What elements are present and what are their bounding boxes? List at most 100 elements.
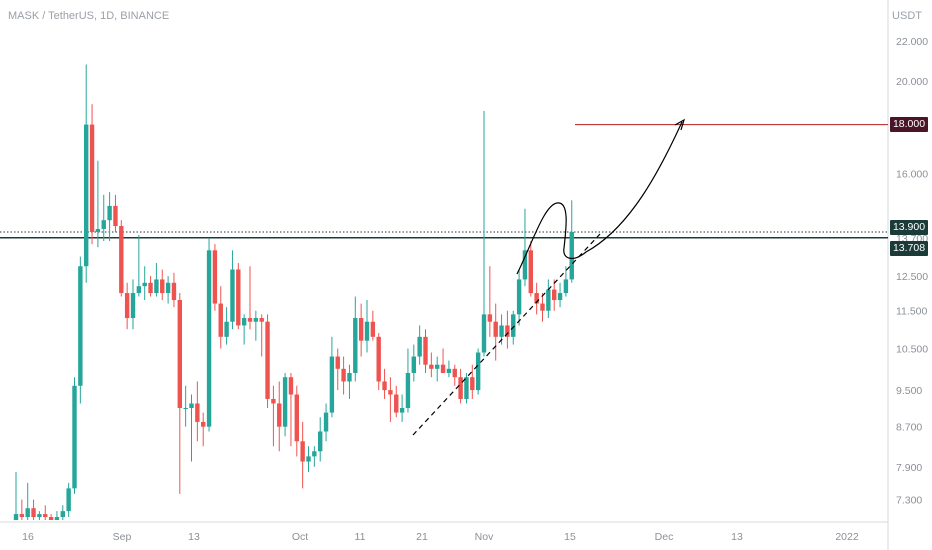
x-tick-label: 13 xyxy=(188,531,200,543)
candle-body xyxy=(282,377,288,427)
candle-body xyxy=(446,368,452,373)
candle xyxy=(318,417,323,462)
candle-body xyxy=(247,318,253,322)
candle-body xyxy=(89,124,95,232)
candle-body xyxy=(487,314,493,322)
candle xyxy=(552,279,557,311)
candle xyxy=(470,364,475,399)
candle-body xyxy=(259,318,264,322)
candle xyxy=(271,385,276,447)
x-tick-label: Sep xyxy=(113,531,132,543)
y-tick-label: 9.500 xyxy=(896,385,922,397)
candle xyxy=(236,262,241,330)
candle xyxy=(446,360,452,378)
candle-body xyxy=(84,124,89,267)
candle xyxy=(353,296,358,382)
candle xyxy=(31,499,36,520)
candle-body xyxy=(54,517,60,520)
candle-body xyxy=(505,325,510,337)
x-axis-ticks: 16 Sep 13 Oct 11 21 Nov 15 Dec 13 2022 xyxy=(22,531,859,543)
candle xyxy=(429,352,434,378)
candle-body xyxy=(394,394,399,413)
candle-body xyxy=(464,377,469,399)
candle-body xyxy=(522,250,528,280)
candle xyxy=(89,104,95,245)
candle-body xyxy=(183,408,188,410)
y-tick-label: 7.300 xyxy=(896,495,922,507)
candle xyxy=(312,446,317,467)
y-tick-label: 11.500 xyxy=(896,306,927,318)
candle-body xyxy=(388,390,393,395)
candle xyxy=(335,348,340,391)
candle xyxy=(95,160,101,248)
candle-body xyxy=(452,368,457,378)
candle xyxy=(224,307,229,345)
candle xyxy=(394,385,399,418)
candle-body xyxy=(66,488,71,512)
candle-body xyxy=(107,205,112,221)
candle-body xyxy=(534,293,539,304)
x-tick-label: 21 xyxy=(416,531,428,543)
candle xyxy=(475,348,481,395)
candle-body xyxy=(382,381,387,391)
candle xyxy=(341,356,346,395)
candle xyxy=(37,511,42,520)
candle xyxy=(212,244,218,311)
candle-body xyxy=(569,231,574,280)
candle-body xyxy=(475,352,481,391)
candle-body xyxy=(288,377,294,395)
candle-body xyxy=(429,364,434,369)
candle xyxy=(54,511,60,520)
candle-body xyxy=(312,451,317,457)
candle xyxy=(423,329,428,373)
candle-body xyxy=(78,266,83,386)
candle xyxy=(528,241,533,297)
candle xyxy=(107,192,112,242)
candle xyxy=(540,293,545,322)
candle xyxy=(60,505,65,520)
candle-body xyxy=(241,318,247,326)
candle-body xyxy=(557,293,563,301)
candle-body xyxy=(329,356,335,413)
candle-body xyxy=(540,303,545,311)
candle xyxy=(113,194,118,232)
candle xyxy=(411,344,416,382)
candle-body xyxy=(516,279,522,315)
candle-body xyxy=(435,364,440,369)
candle-body xyxy=(43,514,48,518)
y-tick-label: 16.000 xyxy=(896,169,928,181)
candle-body xyxy=(265,321,270,399)
candle-body xyxy=(440,364,446,373)
candle-body xyxy=(189,403,194,409)
candle xyxy=(142,266,147,301)
candle-body xyxy=(347,372,352,382)
candle-body xyxy=(13,514,19,520)
candle xyxy=(481,110,487,357)
candle xyxy=(458,368,463,404)
candle xyxy=(78,256,83,404)
price-tag-18000: 18.000 xyxy=(890,117,928,133)
arrow-head-icon xyxy=(674,118,685,131)
projection-path xyxy=(516,121,683,275)
candle-body xyxy=(376,336,381,382)
candle xyxy=(282,372,288,437)
candle-body xyxy=(224,321,229,337)
candle xyxy=(253,310,259,341)
x-tick-label: 11 xyxy=(355,531,366,543)
candle xyxy=(165,276,171,304)
candle xyxy=(195,381,200,442)
candle-body xyxy=(294,394,299,442)
candle-body xyxy=(72,385,77,489)
y-tick-label: 12.500 xyxy=(896,271,928,283)
candle-body xyxy=(458,377,463,399)
candle xyxy=(347,364,352,399)
candle-body xyxy=(417,336,422,357)
y-tick-label: 20.000 xyxy=(896,76,928,88)
candle-body xyxy=(370,321,376,337)
y-tick-label: 10.500 xyxy=(896,344,928,356)
candle xyxy=(130,279,136,330)
candle-body xyxy=(528,250,533,294)
candle-body xyxy=(399,408,405,413)
candle-body xyxy=(171,282,177,301)
